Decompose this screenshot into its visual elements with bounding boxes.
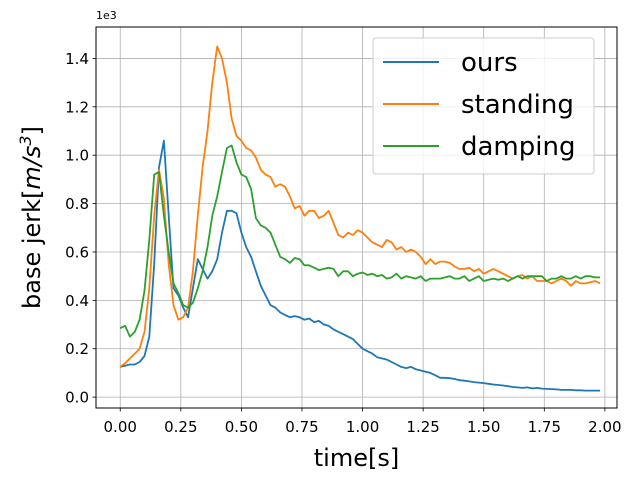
y-axis-label-unit: m/s (18, 146, 46, 190)
x-tick-label: 0.50 (225, 418, 258, 436)
x-tick-label: 1.00 (346, 418, 379, 436)
y-axis-label-exponent: 3 (16, 135, 35, 145)
series-line-ours (119, 139, 600, 392)
x-tick-label: 1.75 (528, 418, 561, 436)
x-tick-label: 0.75 (285, 418, 318, 436)
y-tick-label: 0.4 (65, 292, 89, 310)
x-tick-label: 0.00 (104, 418, 137, 436)
y-tick-label: 0.0 (65, 389, 89, 407)
y-tick-label: 1.0 (65, 147, 89, 165)
axis-ticks: 0.00 0.25 0.50 0.75 1.00 1.25 1.50 1.75 2.00 0.0 0… (65, 50, 621, 436)
series-line-damping (119, 144, 600, 338)
y-axis-label-suffix: ] (18, 126, 46, 135)
x-axis-label: time[s] (314, 444, 399, 472)
x-tick-label: 0.25 (164, 418, 197, 436)
y-tick-label: 1.2 (65, 98, 89, 116)
y-axis-offset-label: 1e3 (96, 9, 117, 22)
y-tick-label: 0.2 (65, 340, 89, 358)
y-tick-label: 0.8 (65, 195, 89, 213)
legend-label-standing: standing (461, 90, 574, 120)
legend-box (372, 37, 595, 175)
series-lines (119, 45, 601, 392)
y-axis-label-prefix: base jerk[ (18, 190, 46, 309)
plot-frame (95, 26, 618, 409)
x-tick-label: 1.25 (406, 418, 439, 436)
y-tick-label: 0.6 (65, 243, 89, 261)
legend-label-damping: damping (461, 132, 575, 162)
y-tick-label: 1.4 (65, 50, 89, 68)
x-tick-label: 1.50 (467, 418, 500, 436)
x-tick-label: 2.00 (588, 418, 621, 436)
y-axis-label: base jerk[m/s3] (16, 126, 47, 309)
legend: ours standing damping (372, 37, 595, 175)
legend-label-ours: ours (461, 48, 518, 78)
series-line-standing (119, 45, 601, 368)
